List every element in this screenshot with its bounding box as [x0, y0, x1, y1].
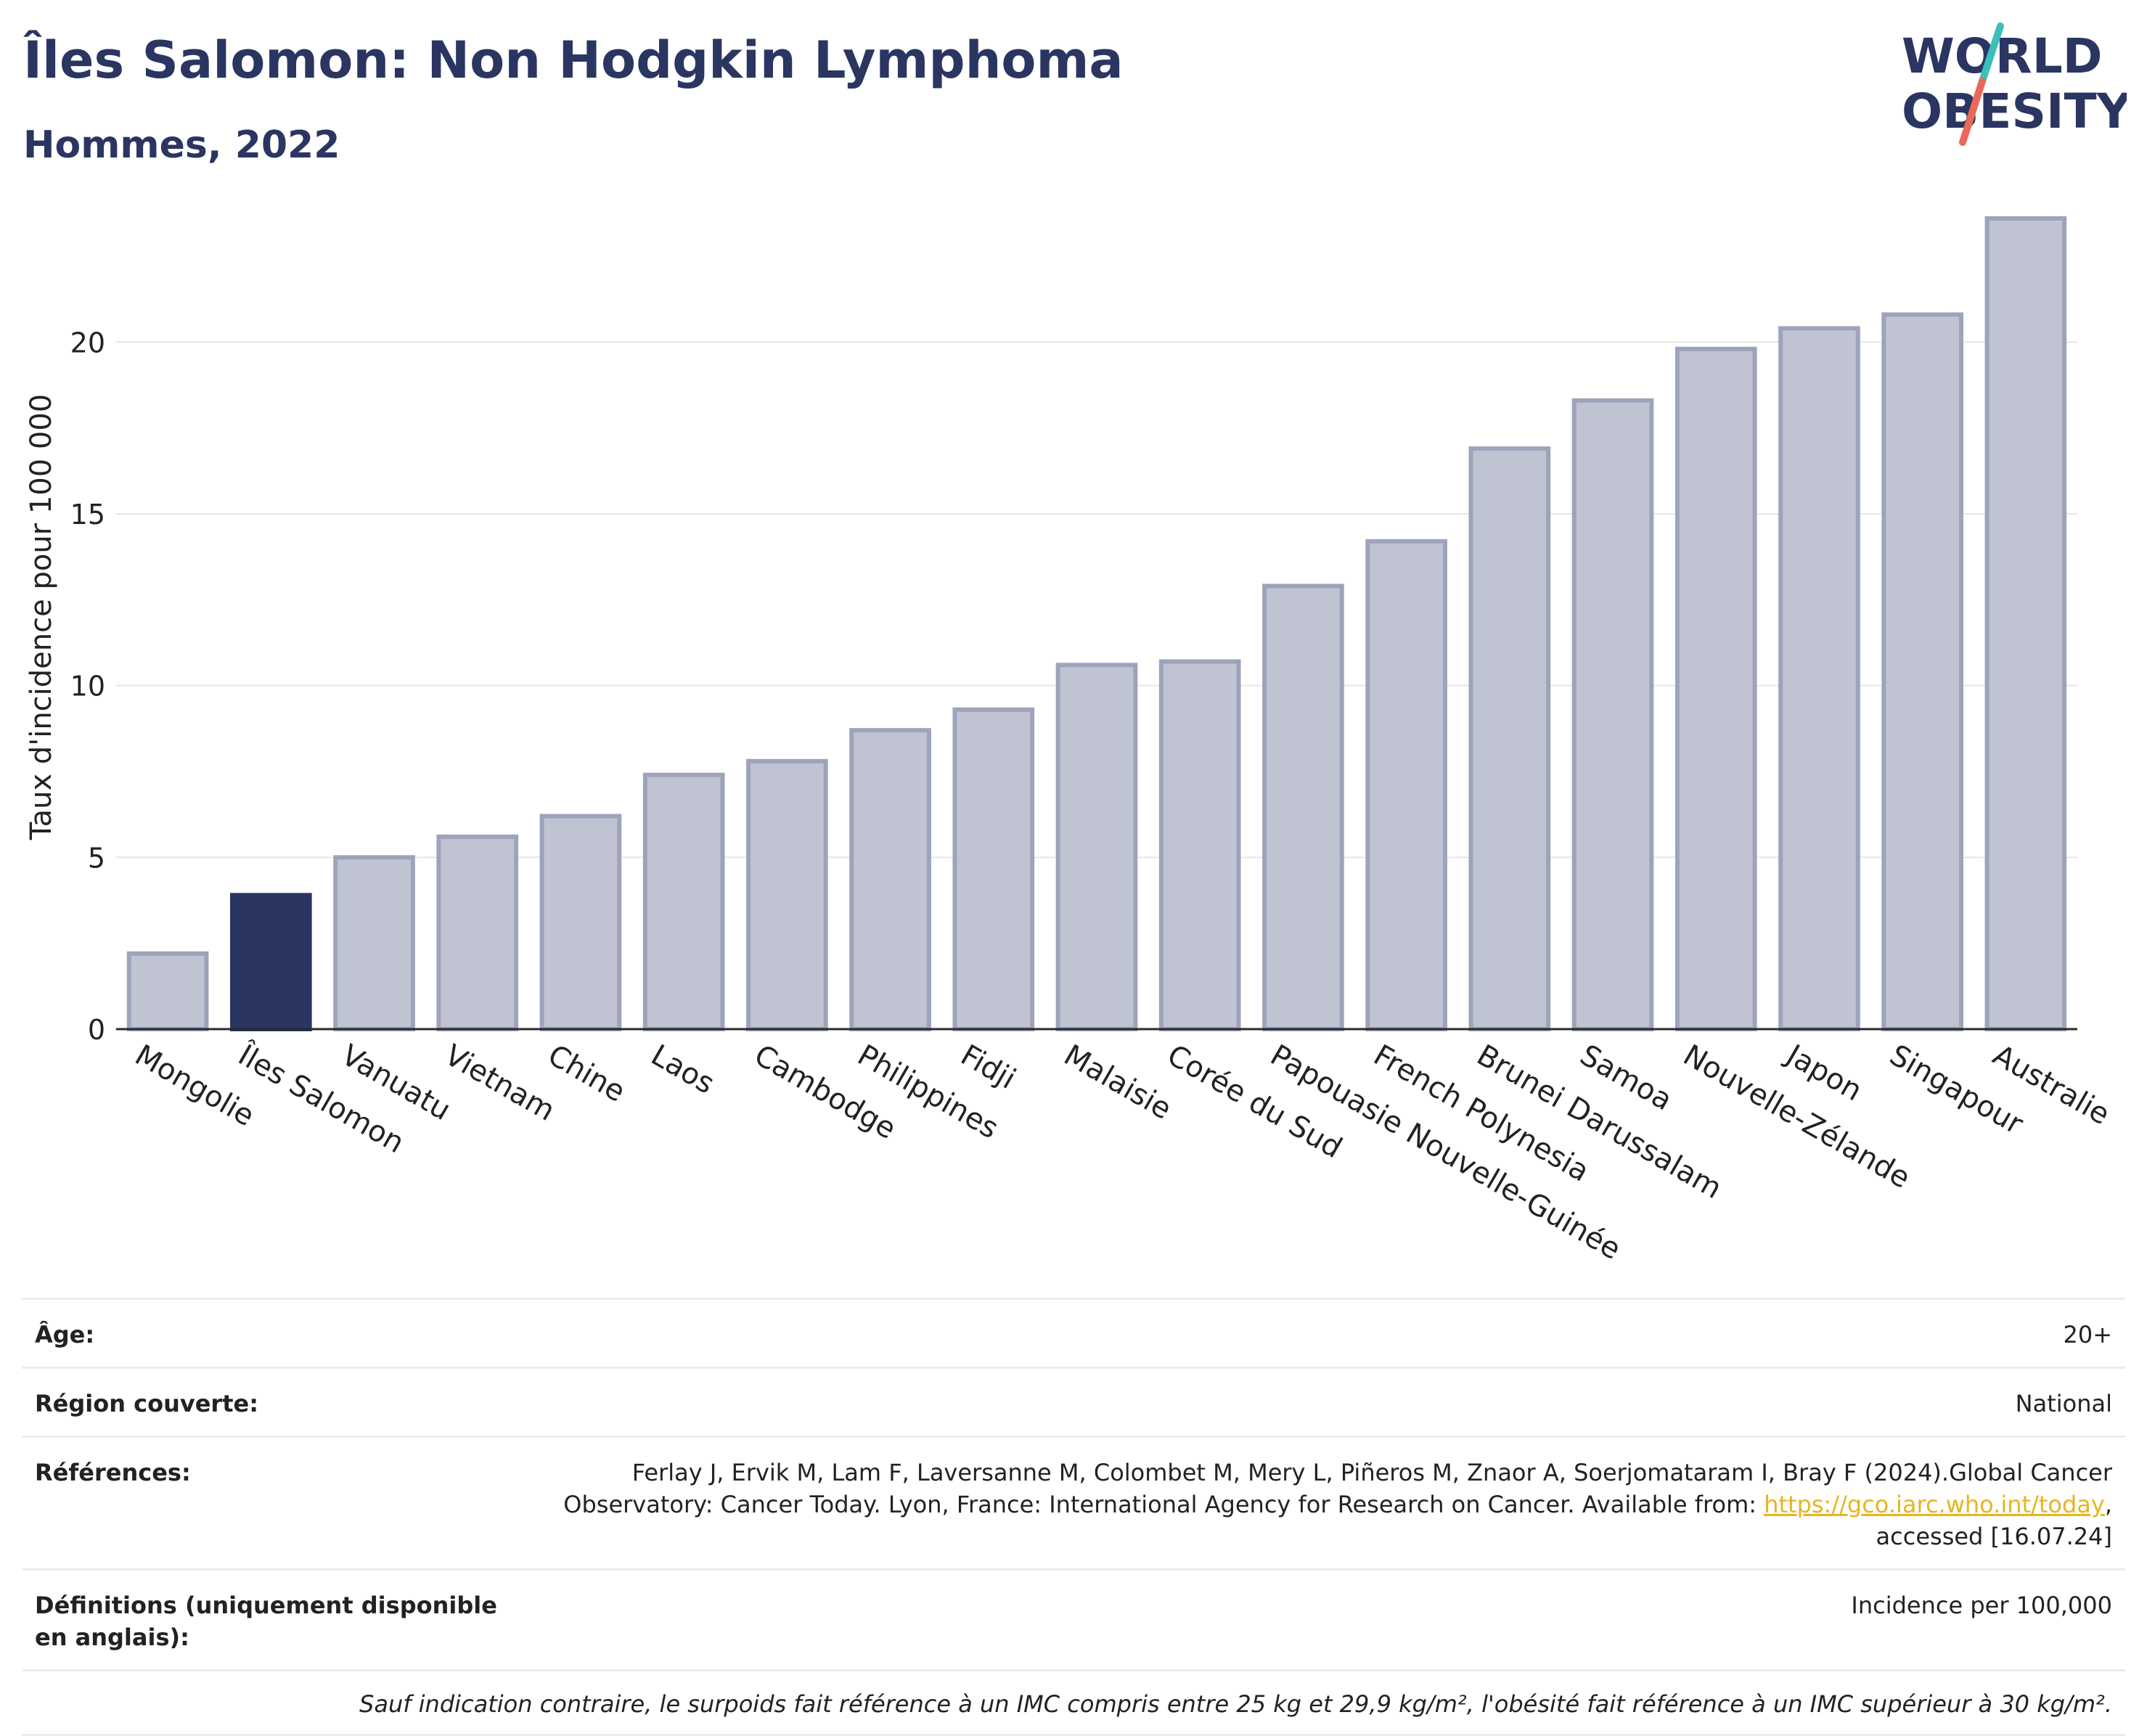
- bar-0[interactable]: [126, 951, 209, 1032]
- bmi-note: Sauf indication contraire, le surpoids f…: [359, 1690, 2112, 1718]
- logo-slash-top: [1979, 22, 2004, 85]
- logo-line-obesity: OBESITY: [1902, 83, 2127, 139]
- bar-9[interactable]: [1055, 663, 1138, 1031]
- references-accessed: , accessed [16.07.24]: [1876, 1491, 2112, 1550]
- x-tick-label: Corée du Sud: [1161, 1039, 1347, 1166]
- meta-row-age: Âge: 20+: [22, 1298, 2125, 1367]
- logo-line-world: WORLD: [1902, 28, 2103, 84]
- metadata-table: Âge: 20+ Région couverte: National Référ…: [22, 1298, 2125, 1736]
- chart-title: Îles Salomon: Non Hodgkin Lymphoma: [23, 30, 1124, 90]
- bar-11[interactable]: [1262, 584, 1344, 1031]
- y-tick-label: 10: [70, 671, 105, 703]
- references-link[interactable]: https://gco.iarc.who.int/today: [1764, 1491, 2105, 1518]
- bar-18[interactable]: [1984, 216, 2067, 1031]
- y-tick-label: 0: [88, 1014, 105, 1046]
- world-obesity-logo: WORLD OBESITY: [1902, 22, 2127, 146]
- bar-15[interactable]: [1674, 346, 1757, 1031]
- x-tick-label: Îles Salomon: [232, 1037, 410, 1160]
- references-value: Ferlay J, Ervik M, Lam F, Laversanne M, …: [552, 1457, 2112, 1552]
- x-tick-label: Vietnam: [439, 1039, 560, 1128]
- y-tick-label: 5: [88, 842, 105, 874]
- y-tick-label: 20: [70, 327, 105, 359]
- meta-row-region: Région couverte: National: [22, 1367, 2125, 1436]
- bar-3[interactable]: [436, 834, 519, 1032]
- chart-subtitle: Hommes, 2022: [23, 123, 340, 167]
- definitions-label: Définitions (uniquement disponible en an…: [35, 1592, 497, 1651]
- definitions-value: Incidence per 100,000: [1851, 1592, 2112, 1619]
- x-tick-label: Laos: [645, 1039, 720, 1101]
- bar-7[interactable]: [849, 728, 931, 1031]
- bar-5[interactable]: [642, 772, 725, 1031]
- bar-16[interactable]: [1778, 326, 1860, 1031]
- bar-8[interactable]: [952, 707, 1035, 1031]
- bar-13[interactable]: [1468, 446, 1551, 1031]
- bar-12[interactable]: [1365, 539, 1447, 1031]
- bar-1[interactable]: [229, 893, 312, 1032]
- bars: [126, 216, 2067, 1032]
- region-value: National: [2015, 1390, 2112, 1417]
- meta-row-definitions: Définitions (uniquement disponible en an…: [22, 1568, 2125, 1669]
- bar-10[interactable]: [1158, 659, 1241, 1031]
- age-value: 20+: [2063, 1321, 2112, 1348]
- region-label: Région couverte:: [35, 1390, 258, 1417]
- meta-row-references: Références: Ferlay J, Ervik M, Lam F, La…: [22, 1436, 2125, 1568]
- y-axis-label: Taux d'incidence pour 100 000: [25, 394, 58, 840]
- x-tick-label: Fidji: [955, 1039, 1021, 1096]
- meta-row-note: Sauf indication contraire, le surpoids f…: [22, 1669, 2125, 1736]
- references-text: Ferlay J, Ervik M, Lam F, Laversanne M, …: [563, 1459, 2112, 1518]
- age-label: Âge:: [35, 1321, 95, 1348]
- bar-17[interactable]: [1881, 312, 1964, 1031]
- bar-4[interactable]: [539, 814, 622, 1031]
- bar-14[interactable]: [1571, 398, 1654, 1031]
- x-tick-label: Malaisie: [1058, 1039, 1177, 1126]
- references-label: Références:: [35, 1459, 191, 1486]
- bar-6[interactable]: [746, 758, 828, 1032]
- bar-2[interactable]: [333, 855, 415, 1032]
- logo-slash-bottom: [1959, 78, 1986, 146]
- y-tick-label: 15: [70, 499, 105, 531]
